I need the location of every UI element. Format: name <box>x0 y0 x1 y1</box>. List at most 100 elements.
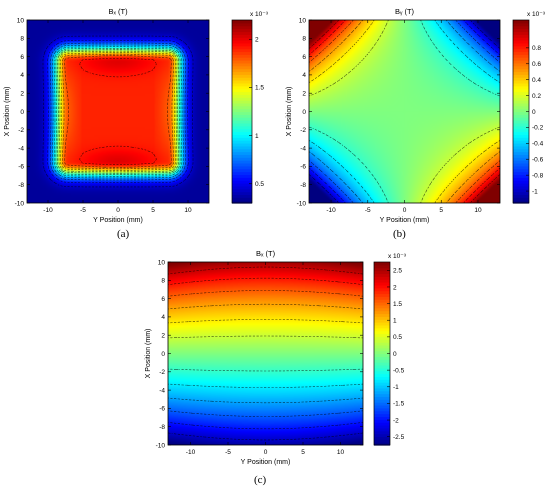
colorbar-step <box>232 111 252 115</box>
y-tick-label: 6 <box>302 54 306 61</box>
heatmap-image <box>309 20 500 203</box>
colorbar-step <box>232 160 252 164</box>
colorbar-step <box>232 154 252 158</box>
colorbar-step <box>513 74 529 78</box>
colorbar-step <box>374 299 390 303</box>
colorbar-step <box>232 180 252 184</box>
colorbar-step <box>513 122 529 127</box>
colorbar-step <box>374 322 390 326</box>
colorbar-step <box>513 42 529 47</box>
colorbar-step <box>374 390 390 395</box>
colorbar-step <box>374 333 390 337</box>
colorbar-step <box>374 284 390 289</box>
colorbar-tick-label: -0.2 <box>532 125 544 132</box>
colorbar-step <box>374 270 390 275</box>
colorbar-step <box>513 182 529 187</box>
colorbar-step <box>374 307 390 312</box>
colorbar-step <box>513 22 529 27</box>
chart-a: Bₓ (T) -10 -5 0 5 10 -10 -8 -6 -4 -2 0 2 4 6 8 10 Y Posit… <box>4 7 269 224</box>
colorbar-step <box>232 157 252 161</box>
colorbar-step <box>232 57 252 61</box>
y-tick-label: -2 <box>159 369 165 376</box>
colorbar-step <box>232 91 252 95</box>
colorbar-step <box>232 137 252 141</box>
colorbar-tick-label: -2 <box>393 417 399 424</box>
y-tick-label: -6 <box>18 164 24 171</box>
colorbar-step <box>374 416 390 420</box>
y-tick-label: 8 <box>20 36 24 43</box>
x-tick-label: -5 <box>225 449 231 456</box>
colorbar-tick-label: 0.5 <box>255 181 264 188</box>
colorbar-tick-label: 2 <box>255 37 259 44</box>
colorbar-step <box>232 31 252 35</box>
colorbar-tick-label: 0 <box>393 351 397 358</box>
colorbar-tick-label: 0.2 <box>532 93 541 100</box>
x-tick-label: 5 <box>439 207 443 214</box>
heatmap-image <box>27 20 209 203</box>
colorbar-step <box>513 131 529 135</box>
contour-lines <box>167 266 364 441</box>
colorbar-step <box>374 396 390 400</box>
y-tick-label: -8 <box>18 182 24 189</box>
colorbar-step <box>513 200 529 204</box>
colorbar-step <box>374 410 390 415</box>
colorbar-step <box>513 25 529 30</box>
colorbar-step <box>513 154 529 158</box>
colorbar-step <box>232 60 252 64</box>
colorbar-step <box>374 324 390 329</box>
colorbar-step <box>374 359 390 363</box>
colorbar-step <box>513 40 529 44</box>
colorbar-tick-label: 2 <box>393 284 397 291</box>
colorbar-step <box>232 162 252 167</box>
colorbar-step <box>513 28 529 33</box>
colorbar-tick-label: 0.5 <box>393 334 402 341</box>
y-tick-label: 6 <box>20 54 24 61</box>
colorbar-step <box>232 177 252 181</box>
colorbar-step <box>374 433 390 438</box>
colorbar-step <box>374 379 390 383</box>
colorbar-step <box>513 71 529 75</box>
x-tick-label: 5 <box>301 449 305 456</box>
y-axis-label: X Position (mm) <box>286 87 293 137</box>
x-tick-label: 0 <box>116 207 120 214</box>
colorbar-step <box>374 344 390 349</box>
colorbar-step <box>232 148 252 153</box>
colorbar-tick-label: 1 <box>393 318 397 325</box>
colorbar-step <box>374 356 390 360</box>
colorbar-step <box>374 290 390 295</box>
panel-label-c: (c) <box>254 474 267 486</box>
colorbar-step <box>232 171 252 176</box>
colorbar-step <box>513 128 529 133</box>
colorbar-step <box>232 40 252 44</box>
colorbar-step <box>374 267 390 272</box>
colorbar-step <box>374 316 390 320</box>
colorbar-step <box>513 174 529 178</box>
colorbar-step <box>374 293 390 297</box>
y-tick-label: 10 <box>17 17 25 24</box>
colorbar-step <box>374 439 390 443</box>
colorbar-step <box>374 387 390 392</box>
colorbar-step <box>374 350 390 355</box>
colorbar-step <box>374 399 390 403</box>
colorbar-tick-label: 0.8 <box>532 45 541 52</box>
colorbar-step <box>374 393 390 397</box>
colorbar-tick-label: 1 <box>255 133 259 140</box>
colorbar-step <box>513 65 529 70</box>
contour-lines <box>42 35 194 188</box>
y-tick-label: 8 <box>302 36 306 43</box>
colorbar-tick-label: 1.5 <box>255 85 264 92</box>
x-tick-label: -10 <box>326 207 336 214</box>
colorbar-step <box>232 188 252 193</box>
x-tick-label: 0 <box>264 449 268 456</box>
x-axis-label: Y Position (mm) <box>241 459 291 466</box>
colorbar-step <box>374 370 390 375</box>
y-tick-label: 4 <box>20 72 24 79</box>
x-tick-label: -10 <box>43 207 53 214</box>
colorbar-step <box>513 57 529 61</box>
panel-label-a: (a) <box>117 228 130 240</box>
colorbar-step <box>374 382 390 386</box>
colorbar-step <box>232 194 252 198</box>
colorbar-tick-label: 1.5 <box>393 301 402 308</box>
colorbar-step <box>513 140 529 144</box>
colorbar-step <box>513 137 529 141</box>
